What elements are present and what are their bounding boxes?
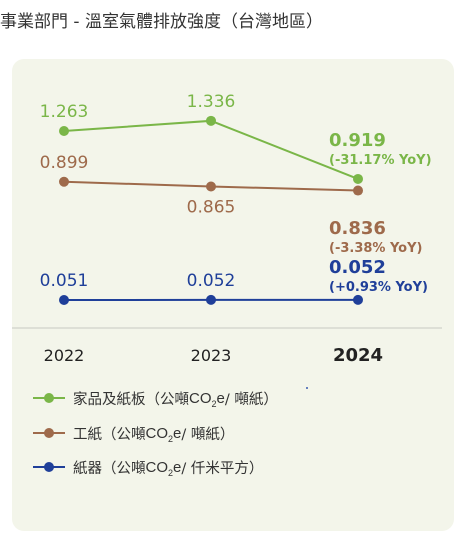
- legend-unit-prefix: （公噸: [145, 391, 190, 408]
- data-label: 1.336: [187, 92, 236, 112]
- legend-unit-co: CO: [145, 424, 169, 442]
- legend-unit-sub: 2: [168, 433, 174, 444]
- x-tick-label: 2022: [44, 346, 85, 365]
- data-label: 0.836: [329, 218, 386, 239]
- legend-label: 家品及紙板: [73, 391, 146, 408]
- data-point: [353, 294, 363, 305]
- data-label: 0.865: [187, 197, 236, 217]
- data-label: 0.899: [40, 153, 89, 173]
- data-label: 0.051: [40, 271, 89, 291]
- data-label: 1.263: [40, 102, 89, 122]
- data-label: 0.052: [187, 271, 236, 291]
- legend-unit-suffix: / 噸紙）: [181, 426, 235, 443]
- legend-unit-e: e: [173, 424, 182, 442]
- data-point: [206, 115, 216, 126]
- legend-marker-household-paper: [33, 392, 65, 404]
- legend-unit-e: e: [216, 389, 225, 407]
- legend-unit-sub: 2: [211, 398, 217, 409]
- yoy-label: (-31.17% YoY): [329, 153, 432, 168]
- legend-unit-co: CO: [145, 458, 169, 476]
- legend-unit-prefix: （公噸: [102, 426, 146, 443]
- legend-item-industrial-paper: 工紙 （公噸 CO2e / 噸紙）: [33, 423, 235, 444]
- legend-unit-prefix: （公噸: [102, 460, 146, 477]
- x-tick-label: 2023: [191, 346, 232, 365]
- legend-item-household-paper: 家品及紙板 （公噸 CO2e / 噸紙）: [33, 388, 278, 409]
- data-label: 0.919: [329, 130, 386, 151]
- data-point: [353, 185, 363, 196]
- data-point: [59, 295, 69, 305]
- data-point: [206, 181, 216, 192]
- legend-label: 工紙: [73, 426, 102, 443]
- data-point: [59, 176, 69, 187]
- yoy-label: (-3.38% YoY): [329, 241, 422, 256]
- decorative-dot: [306, 387, 308, 389]
- legend-unit-co: CO: [189, 389, 212, 407]
- legend-unit-suffix: / 仟米平方）: [181, 460, 264, 477]
- legend-marker-industrial-paper: [33, 427, 65, 439]
- data-point: [353, 173, 363, 184]
- chart-title: 事業部門 - 溫室氣體排放強度（台灣地區）: [0, 12, 323, 32]
- data-point: [206, 294, 216, 305]
- x-tick-label: 2024: [333, 345, 383, 366]
- chart-panel: [12, 59, 454, 531]
- data-point: [59, 126, 69, 136]
- legend-unit-suffix: / 噸紙）: [224, 391, 278, 408]
- legend-label: 紙器: [73, 460, 102, 477]
- series-line: [63, 119, 359, 180]
- yoy-label: (+0.93% YoY): [329, 280, 428, 295]
- legend-unit-sub: 2: [168, 467, 174, 478]
- legend-marker-packaging: [33, 461, 65, 473]
- legend-item-packaging: 紙器 （公噸 CO2e / 仟米平方）: [33, 457, 264, 478]
- data-label: 0.052: [329, 257, 386, 278]
- legend-unit-e: e: [173, 458, 182, 476]
